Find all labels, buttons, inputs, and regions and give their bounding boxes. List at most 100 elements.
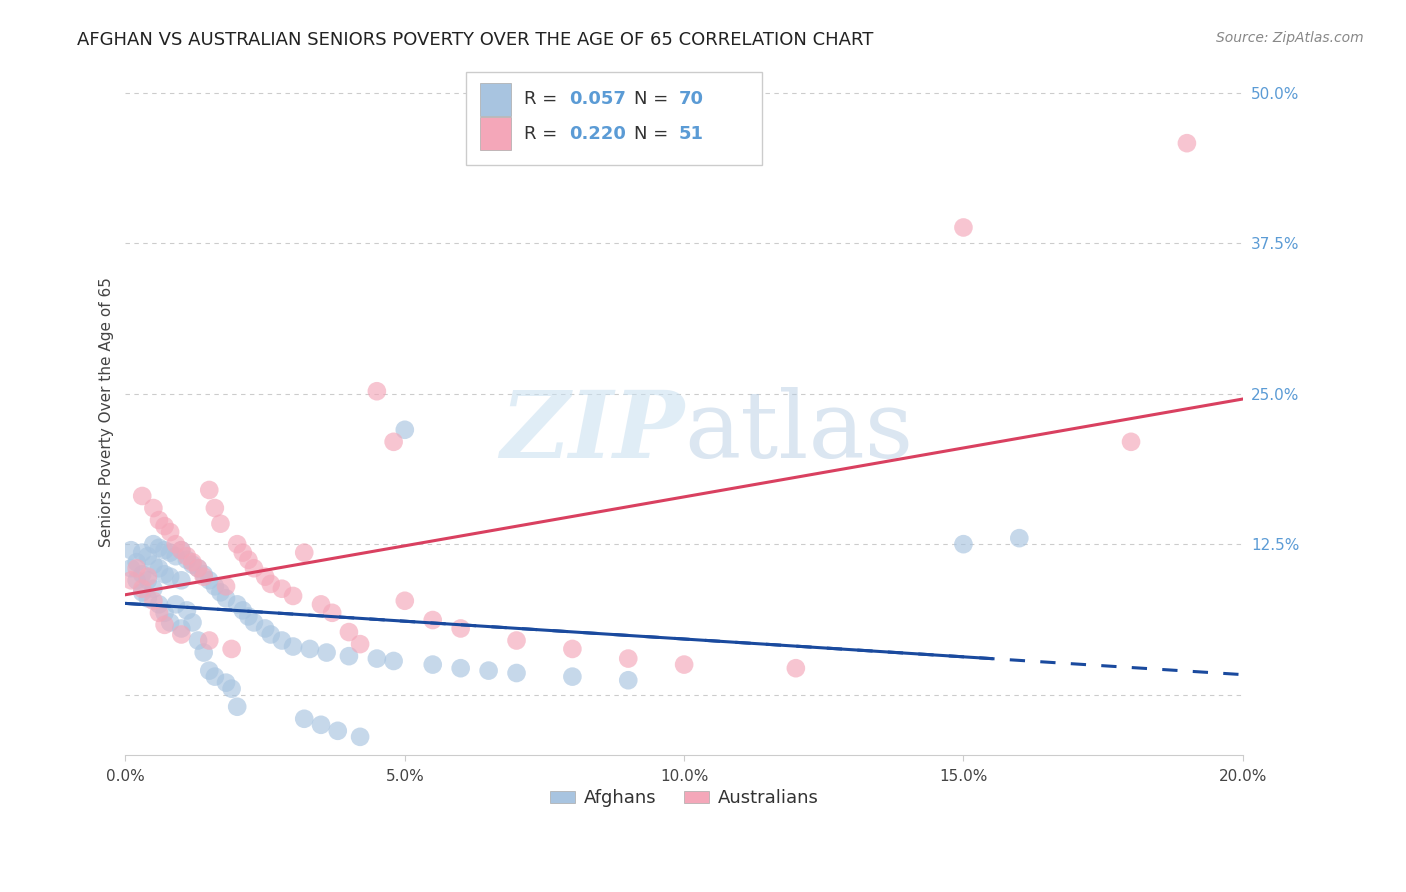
Point xyxy=(561,642,583,657)
Point xyxy=(785,661,807,675)
Text: AFGHAN VS AUSTRALIAN SENIORS POVERTY OVER THE AGE OF 65 CORRELATION CHART: AFGHAN VS AUSTRALIAN SENIORS POVERTY OVE… xyxy=(77,31,873,49)
Point xyxy=(159,525,181,540)
Point xyxy=(281,589,304,603)
Point xyxy=(159,546,181,560)
Point xyxy=(394,423,416,437)
Point xyxy=(142,594,165,608)
Point xyxy=(309,718,332,732)
Point xyxy=(204,501,226,516)
Point xyxy=(561,670,583,684)
Point xyxy=(153,543,176,558)
Point xyxy=(176,603,198,617)
Point xyxy=(254,570,277,584)
Point xyxy=(204,579,226,593)
Point xyxy=(170,622,193,636)
Point xyxy=(176,549,198,564)
Point xyxy=(505,633,527,648)
Point xyxy=(187,561,209,575)
Point xyxy=(198,633,221,648)
Point xyxy=(232,603,254,617)
Point xyxy=(136,591,159,606)
Point xyxy=(142,582,165,596)
Text: ZIP: ZIP xyxy=(501,387,685,477)
Point xyxy=(226,699,249,714)
Point xyxy=(1175,136,1198,151)
Point xyxy=(226,598,249,612)
Point xyxy=(292,546,315,560)
Point xyxy=(148,561,170,575)
Point xyxy=(673,657,696,672)
Point xyxy=(243,561,266,575)
Text: 51: 51 xyxy=(679,125,703,143)
Point xyxy=(254,622,277,636)
Point xyxy=(1119,434,1142,449)
Point xyxy=(617,651,640,665)
Point xyxy=(221,681,243,696)
Text: 0.057: 0.057 xyxy=(569,90,626,109)
Text: N =: N = xyxy=(634,125,673,143)
Point xyxy=(148,598,170,612)
Point xyxy=(131,567,153,582)
Point xyxy=(170,627,193,641)
Point xyxy=(270,582,292,596)
Point xyxy=(131,546,153,560)
Point xyxy=(238,609,260,624)
Point xyxy=(148,541,170,555)
Point xyxy=(198,483,221,497)
Point xyxy=(170,574,193,588)
Point xyxy=(165,598,187,612)
Point xyxy=(170,543,193,558)
Point xyxy=(260,627,283,641)
Point xyxy=(232,546,254,560)
Point xyxy=(617,673,640,688)
Point xyxy=(215,579,238,593)
Point xyxy=(382,434,405,449)
Point xyxy=(198,574,221,588)
Point xyxy=(337,649,360,664)
Point xyxy=(450,622,472,636)
Point xyxy=(326,723,349,738)
Point xyxy=(204,670,226,684)
Point xyxy=(952,537,974,551)
Point xyxy=(422,657,444,672)
Point xyxy=(315,646,337,660)
Point xyxy=(349,637,371,651)
Point xyxy=(165,537,187,551)
Point xyxy=(131,582,153,596)
Point xyxy=(193,567,215,582)
Point xyxy=(270,633,292,648)
Point xyxy=(136,549,159,564)
Point xyxy=(198,664,221,678)
Point xyxy=(478,664,501,678)
Text: Source: ZipAtlas.com: Source: ZipAtlas.com xyxy=(1216,31,1364,45)
Point xyxy=(505,666,527,681)
Point xyxy=(193,646,215,660)
Point xyxy=(292,712,315,726)
Point xyxy=(952,220,974,235)
Point xyxy=(176,553,198,567)
Text: atlas: atlas xyxy=(685,387,914,477)
Point xyxy=(450,661,472,675)
Point xyxy=(120,543,142,558)
FancyBboxPatch shape xyxy=(479,83,510,116)
Point xyxy=(221,642,243,657)
Point xyxy=(159,615,181,630)
Text: R =: R = xyxy=(524,125,564,143)
Point xyxy=(337,625,360,640)
Point xyxy=(238,553,260,567)
Point xyxy=(148,606,170,620)
Point xyxy=(321,606,343,620)
Point xyxy=(1008,531,1031,545)
Point xyxy=(209,585,232,599)
Point xyxy=(215,591,238,606)
Point xyxy=(209,516,232,531)
Point xyxy=(281,640,304,654)
FancyBboxPatch shape xyxy=(467,72,762,165)
Point xyxy=(298,642,321,657)
Point xyxy=(142,501,165,516)
Point xyxy=(382,654,405,668)
Y-axis label: Seniors Poverty Over the Age of 65: Seniors Poverty Over the Age of 65 xyxy=(100,277,114,547)
Point xyxy=(131,585,153,599)
Text: N =: N = xyxy=(634,90,673,109)
Point xyxy=(170,543,193,558)
